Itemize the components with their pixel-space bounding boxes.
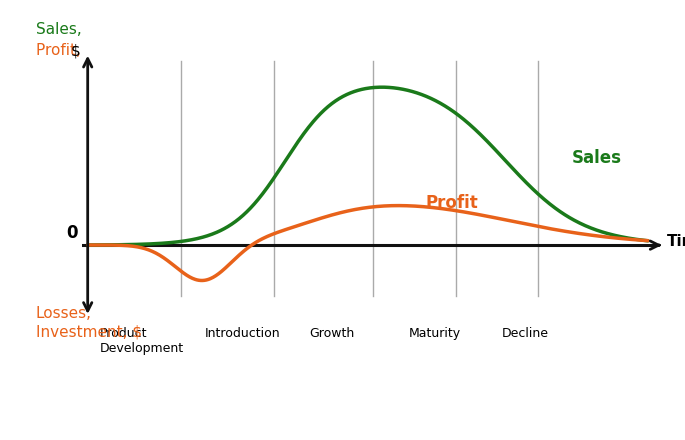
- Text: Sales: Sales: [571, 150, 621, 167]
- Text: Maturity: Maturity: [408, 327, 460, 341]
- Text: Introduction: Introduction: [204, 327, 280, 341]
- Text: Time: Time: [667, 234, 685, 249]
- Text: Product
Development: Product Development: [100, 327, 184, 356]
- Text: Growth: Growth: [309, 327, 355, 341]
- Text: Decline: Decline: [501, 327, 549, 341]
- Text: Profit: Profit: [425, 194, 479, 212]
- Text: 0: 0: [66, 224, 78, 242]
- Text: Sales,: Sales,: [36, 22, 82, 37]
- Text: Profit,: Profit,: [36, 43, 86, 58]
- Text: $: $: [71, 43, 80, 58]
- Text: Investment, $: Investment, $: [36, 325, 142, 340]
- Text: Losses,: Losses,: [36, 306, 92, 321]
